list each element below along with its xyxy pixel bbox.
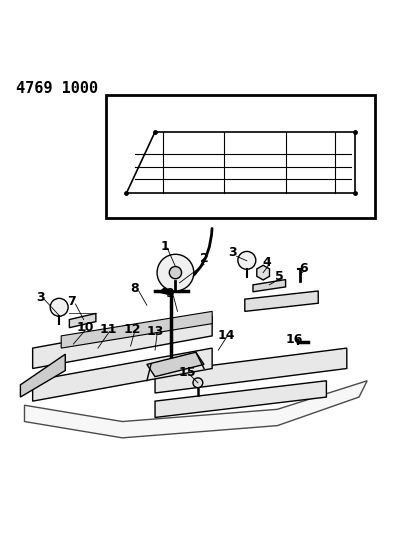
Polygon shape	[20, 354, 65, 397]
Circle shape	[169, 266, 182, 279]
Text: 8: 8	[130, 282, 139, 295]
Polygon shape	[253, 279, 286, 292]
Polygon shape	[24, 381, 367, 438]
Text: 3: 3	[36, 290, 45, 304]
Polygon shape	[155, 381, 326, 417]
Text: 2: 2	[200, 252, 208, 265]
Text: 12: 12	[124, 323, 141, 336]
Text: 9: 9	[165, 287, 174, 300]
Polygon shape	[147, 352, 204, 377]
Polygon shape	[245, 291, 318, 311]
FancyArrowPatch shape	[161, 229, 212, 294]
Text: 7: 7	[67, 295, 76, 308]
Text: 1: 1	[161, 240, 170, 253]
Polygon shape	[33, 316, 212, 368]
Circle shape	[50, 298, 68, 316]
Text: 11: 11	[100, 323, 117, 336]
Text: 4: 4	[263, 256, 272, 269]
Circle shape	[238, 252, 256, 269]
Circle shape	[157, 254, 194, 291]
Text: 16: 16	[285, 334, 302, 346]
Text: 6: 6	[299, 262, 308, 275]
Bar	[106, 95, 375, 217]
Text: 15: 15	[179, 366, 196, 379]
Polygon shape	[155, 348, 347, 393]
Text: 14: 14	[218, 329, 235, 342]
Text: 4769 1000: 4769 1000	[16, 81, 98, 96]
Circle shape	[193, 378, 203, 387]
Text: 10: 10	[77, 321, 94, 334]
Polygon shape	[61, 311, 212, 348]
Polygon shape	[69, 313, 96, 328]
Text: 13: 13	[146, 325, 164, 338]
Text: 5: 5	[275, 270, 284, 283]
Text: 3: 3	[228, 246, 237, 259]
Polygon shape	[33, 348, 212, 401]
